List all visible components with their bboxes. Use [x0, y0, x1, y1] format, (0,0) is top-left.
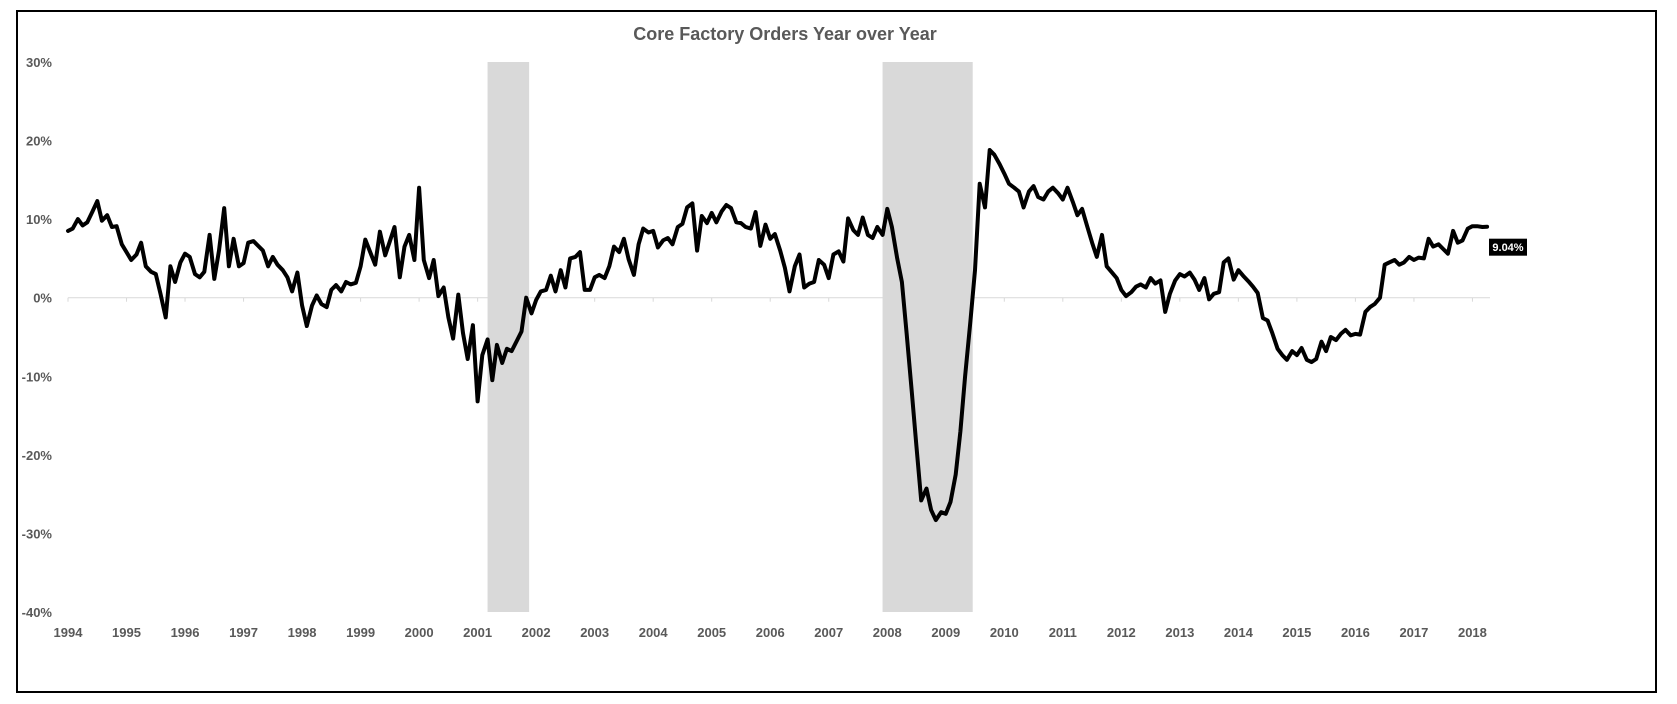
y-tick-label: -30%: [22, 526, 53, 541]
x-axis-ticks: 1994 1995 1996 1997 1998 1999 2000 2001 2002 2003…: [54, 297, 1487, 640]
x-tick-label: 2005: [697, 625, 726, 640]
y-axis-ticks: 30% 20% 10% 0% -10% -20% -30% -40%: [22, 55, 53, 620]
last-value-label: 9.04%: [1492, 242, 1523, 254]
x-tick-label: 2011: [1049, 625, 1077, 640]
recession-bands: [487, 62, 973, 612]
x-tick-label: 2003: [580, 625, 609, 640]
y-tick-label: 10%: [26, 212, 52, 227]
x-tick-label: 1999: [346, 625, 375, 640]
x-tick-label: 2015: [1282, 625, 1311, 640]
y-tick-label: -40%: [22, 605, 53, 620]
x-tick-label: 2002: [522, 625, 551, 640]
y-tick-label: 0%: [33, 291, 52, 306]
y-tick-label: 20%: [26, 134, 52, 149]
chart-canvas: Core Factory Orders Year over Year 30% 20…: [22, 24, 1527, 640]
last-value-label-box: [1489, 238, 1527, 256]
x-tick-label: 2000: [405, 625, 434, 640]
last-value-label-group: 9.04%: [1489, 238, 1527, 256]
y-tick-label: -20%: [22, 448, 53, 463]
x-tick-label: 2017: [1399, 625, 1428, 640]
x-tick-label: 2016: [1341, 625, 1370, 640]
y-tick-label: -10%: [22, 369, 53, 384]
x-tick-label: 2018: [1458, 625, 1487, 640]
x-tick-label: 1996: [171, 625, 200, 640]
x-tick-label: 1997: [229, 625, 258, 640]
x-tick-label: 2010: [990, 625, 1019, 640]
x-tick-label: 1998: [288, 625, 317, 640]
y-tick-label: 30%: [26, 55, 52, 70]
x-tick-label: 2009: [931, 625, 960, 640]
x-tick-label: 2001: [463, 625, 492, 640]
x-tick-label: 2004: [639, 625, 669, 640]
x-tick-label: 2014: [1224, 625, 1254, 640]
x-tick-label: 2008: [873, 625, 902, 640]
x-tick-label: 2013: [1165, 625, 1194, 640]
series-line: [66, 148, 1490, 523]
recession-band-1: [487, 62, 530, 612]
x-tick-label: 2007: [814, 625, 843, 640]
chart-title: Core Factory Orders Year over Year: [633, 24, 937, 44]
x-tick-label: 2012: [1107, 625, 1136, 640]
x-tick-label: 1995: [112, 625, 141, 640]
recession-band-2: [882, 62, 973, 612]
x-tick-label: 1994: [54, 625, 84, 640]
chart-frame: Core Factory Orders Year over Year 30% 20…: [16, 10, 1657, 693]
series-layer: [66, 148, 1490, 523]
x-tick-label: 2006: [756, 625, 785, 640]
